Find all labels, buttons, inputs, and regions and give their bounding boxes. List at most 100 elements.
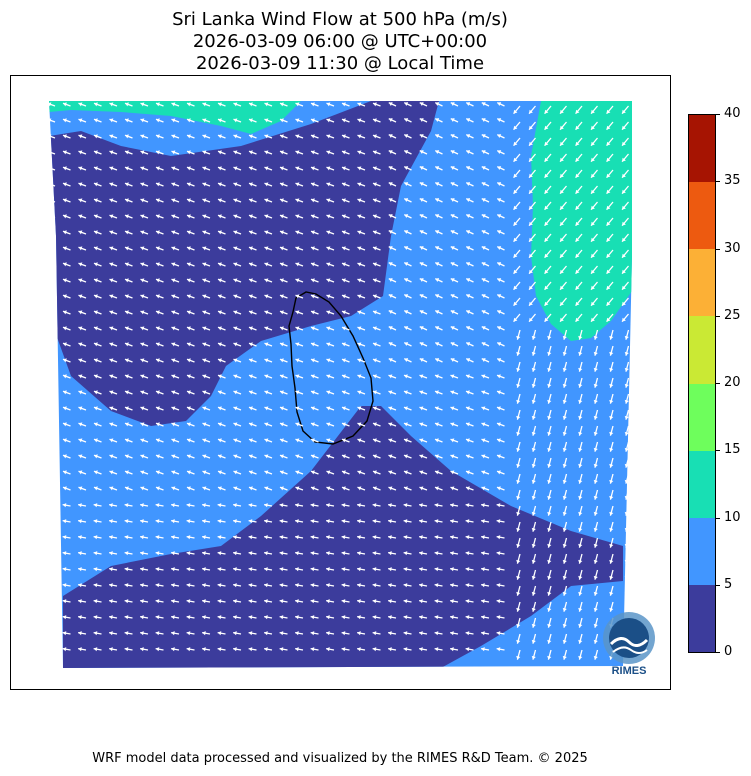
wind-arrow-head [310, 310, 315, 315]
wind-arrow-head [171, 230, 176, 235]
wind-arrow-head [341, 551, 346, 556]
wind-arrow-head [62, 358, 67, 363]
colorbar-segment [689, 316, 715, 384]
wind-arrow-head [531, 559, 536, 564]
wind-arrow-head [326, 182, 331, 187]
wind-arrow-head [466, 246, 471, 250]
wind-arrow-head [140, 294, 145, 299]
wind-arrow-head [171, 567, 175, 572]
wind-arrow-head [593, 623, 598, 628]
colorbar-label: 35 [724, 173, 741, 189]
wind-arrow-head [560, 157, 564, 162]
wind-arrow-head [419, 134, 424, 138]
wind-arrow-head [124, 166, 129, 171]
wind-arrow-head [310, 551, 315, 556]
wind-arrow-head [516, 575, 521, 580]
wind-arrow-head [109, 294, 114, 299]
wind-arrow-head [372, 647, 377, 652]
wind-arrow-head [591, 301, 595, 306]
colorbar-segment [689, 584, 715, 652]
wind-arrow-head [341, 422, 346, 427]
wind-arrow-head [233, 374, 238, 379]
wind-arrow-head [295, 102, 300, 107]
wind-arrow-head [155, 310, 160, 315]
wind-arrow-head [544, 269, 549, 274]
wind-arrow-head [78, 278, 83, 283]
wind-arrow-head [560, 301, 564, 306]
wind-arrow-head [481, 583, 485, 588]
wind-arrow-head [140, 278, 145, 283]
wind-arrow-head [248, 647, 253, 652]
wind-arrow-head [248, 406, 253, 411]
wind-arrow-head [481, 486, 486, 491]
wind-arrow-head [326, 390, 331, 395]
wind-arrow-head [47, 150, 52, 155]
wind-arrow-head [295, 198, 300, 203]
wind-arrow-head [531, 399, 536, 404]
wind-arrow-head [593, 351, 598, 356]
wind-arrow-head [435, 182, 440, 186]
wind-arrow-head [326, 519, 330, 524]
wind-arrow-head [248, 182, 253, 187]
wind-arrow-head [403, 647, 408, 652]
wind-arrow-head [372, 182, 377, 187]
wind-arrow-head [341, 567, 346, 572]
wind-arrow-head [578, 351, 583, 356]
wind-arrow-head [403, 583, 408, 588]
wind-arrow-head [140, 182, 145, 187]
wind-arrow-head [295, 310, 300, 315]
wind-arrow-head [516, 527, 521, 532]
wind-arrow-head [124, 230, 129, 235]
wind-arrow-head [78, 631, 82, 636]
wind-arrow-head [435, 246, 440, 250]
wind-arrow-head [109, 278, 114, 283]
wind-arrow-head [93, 246, 98, 251]
wind-arrow-head [481, 551, 485, 556]
wind-arrow-head [109, 214, 114, 219]
wind-arrow-head [310, 102, 315, 107]
wind-arrow-head [202, 326, 207, 331]
wind-arrow-head [593, 415, 598, 420]
wind-arrow-head [124, 551, 129, 556]
wind-arrow-head [233, 118, 238, 123]
wind-arrow-head [62, 118, 67, 123]
wind-arrow-head [404, 358, 409, 362]
wind-arrow-head [248, 374, 253, 379]
wind-arrow-head [47, 422, 52, 427]
wind-arrow-head [466, 198, 471, 202]
wind-arrow-head [434, 390, 439, 395]
wind-arrow-head [310, 631, 315, 636]
wind-arrow-head [124, 406, 129, 411]
wind-arrow-head [93, 342, 98, 347]
wind-arrow-head [186, 262, 191, 267]
wind-arrow-head [624, 543, 629, 548]
wind-arrow-head [155, 438, 160, 443]
wind-arrow-head [279, 470, 284, 475]
wind-arrow-head [357, 230, 362, 235]
wind-arrow-head [78, 374, 83, 379]
wind-arrow-head [403, 503, 408, 508]
wind-arrow-head [326, 406, 331, 411]
wind-arrow-head [372, 390, 377, 395]
wind-arrow-head [326, 358, 331, 363]
wind-arrow-head [622, 285, 626, 290]
wind-arrow-head [609, 383, 614, 388]
wind-arrow-head [497, 294, 502, 298]
wind-arrow-head [109, 150, 114, 155]
wind-arrow-head [78, 214, 83, 219]
wind-arrow-head [233, 615, 237, 620]
wind-arrow-head [341, 503, 346, 508]
wind-arrow-head [419, 182, 424, 186]
wind-arrow-head [217, 647, 222, 652]
wind-arrow-head [513, 317, 518, 322]
wind-arrow-head [326, 278, 331, 283]
wind-arrow-head [547, 607, 552, 612]
wind-arrow-head [93, 486, 98, 491]
wind-arrow-head [217, 486, 222, 491]
wind-arrow-head [47, 326, 52, 331]
wind-arrow-head [497, 150, 502, 154]
wind-arrow-head [419, 246, 424, 250]
colorbar-label: 10 [724, 509, 741, 525]
wind-arrow-head [419, 198, 424, 202]
wind-arrow-head [217, 454, 222, 459]
